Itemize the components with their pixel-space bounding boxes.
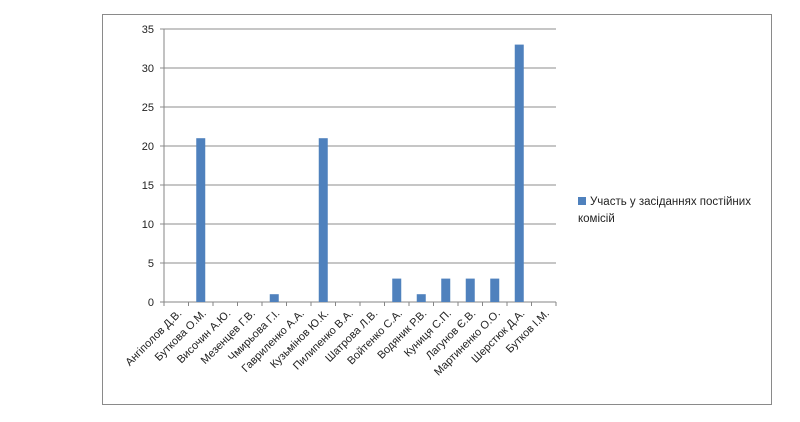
y-tick-label: 5 xyxy=(148,258,154,270)
bar xyxy=(196,138,206,302)
legend-swatch xyxy=(578,197,586,205)
y-tick-label: 20 xyxy=(142,141,154,153)
y-tick-label: 25 xyxy=(142,102,154,114)
bar xyxy=(392,278,402,302)
bar xyxy=(490,278,500,302)
y-tick-label: 30 xyxy=(142,63,154,75)
bar xyxy=(318,138,328,302)
bar xyxy=(441,278,451,302)
y-tick-label: 0 xyxy=(148,297,154,309)
bar xyxy=(514,44,524,302)
y-tick-label: 35 xyxy=(142,24,154,36)
y-tick-label: 15 xyxy=(142,180,154,192)
chart-frame xyxy=(102,14,772,405)
bar xyxy=(269,294,279,302)
bar xyxy=(416,294,426,302)
y-tick-label: 10 xyxy=(142,219,154,231)
legend-label: Участь у засіданнях постійних комісій xyxy=(578,196,751,225)
legend: Участь у засіданнях постійних комісій xyxy=(578,194,768,228)
bar xyxy=(465,278,475,302)
